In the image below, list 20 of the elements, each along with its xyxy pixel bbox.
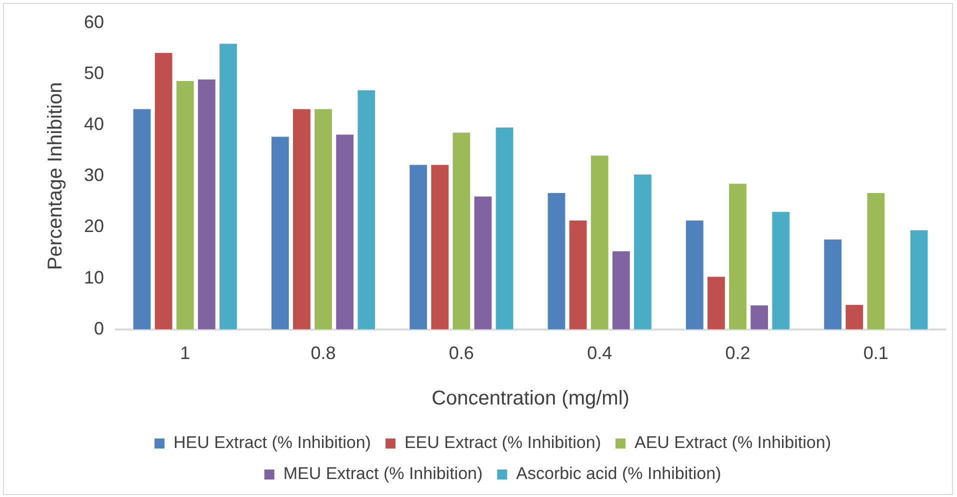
y-tick-label: 0	[94, 318, 104, 338]
y-axis-title: Percentage Inhibition	[44, 82, 67, 270]
x-axis-title: Concentration (mg/ml)	[432, 388, 630, 410]
y-tick-label: 50	[84, 62, 104, 83]
y-tick-label: 60	[84, 12, 104, 32]
legend-label: Ascorbic acid (% Inhibition)	[516, 464, 722, 484]
legend-label: EEU Extract (% Inhibition)	[404, 433, 601, 452]
x-tick-label: 0.2	[725, 343, 750, 364]
y-tick-label: 20	[84, 216, 104, 236]
x-tick-label: 1	[180, 343, 190, 364]
x-tick-label: 0.4	[587, 343, 612, 364]
y-tick-label: 30	[84, 165, 104, 186]
y-tick-label: 10	[84, 267, 104, 288]
legend-label: AEU Extract (% Inhibition)	[634, 433, 831, 452]
legend-label: MEU Extract (% Inhibition)	[283, 464, 483, 484]
x-tick-label: 0.6	[448, 343, 474, 364]
x-tick-label: 0.1	[863, 343, 888, 364]
legend-label: HEU Extract (% Inhibition)	[174, 433, 371, 452]
y-tick-label: 40	[84, 114, 104, 134]
x-tick-label: 0.8	[310, 343, 336, 364]
